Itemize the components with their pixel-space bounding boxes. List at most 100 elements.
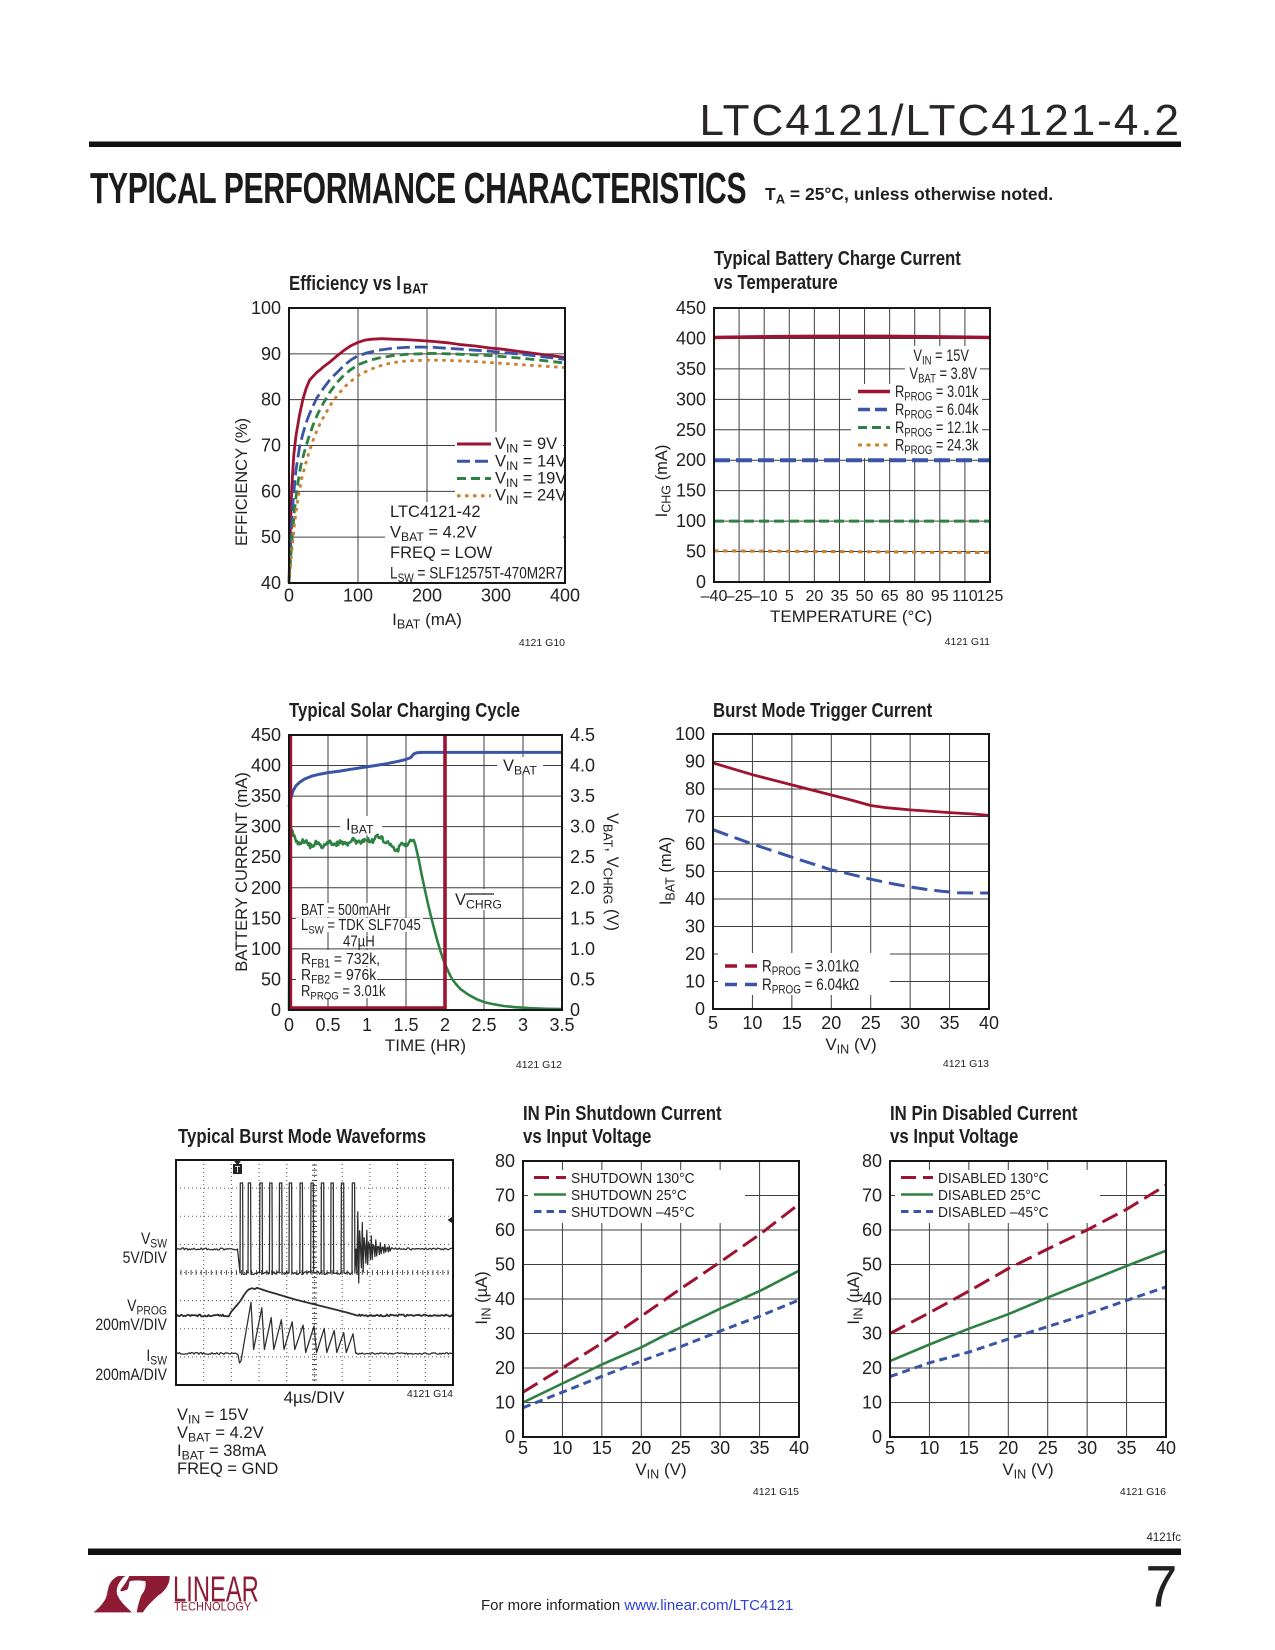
svg-text:VBAT = 4.2V: VBAT = 4.2V <box>177 1424 264 1445</box>
svg-text:7: 7 <box>1145 1555 1177 1620</box>
svg-text:70: 70 <box>685 807 705 827</box>
svg-text:100: 100 <box>675 724 705 744</box>
svg-text:70: 70 <box>862 1186 882 1206</box>
svg-text:450: 450 <box>251 725 281 745</box>
svg-text:35: 35 <box>750 1438 770 1458</box>
svg-text:4.0: 4.0 <box>570 756 595 776</box>
svg-text:5: 5 <box>518 1438 528 1458</box>
svg-text:100: 100 <box>676 511 706 531</box>
svg-text:25: 25 <box>861 1013 881 1033</box>
svg-text:50: 50 <box>685 862 705 882</box>
svg-text:VIN = 15V: VIN = 15V <box>177 1406 248 1427</box>
svg-text:VIN (V): VIN (V) <box>825 1035 876 1057</box>
svg-text:EFFICIENCY (%): EFFICIENCY (%) <box>233 418 251 546</box>
svg-text:3.5: 3.5 <box>570 786 595 806</box>
svg-text:IN Pin Shutdown Current: IN Pin Shutdown Current <box>523 1102 722 1125</box>
svg-text:VBAT, VCHRG (V): VBAT, VCHRG (V) <box>601 813 622 931</box>
svg-text:1.0: 1.0 <box>570 939 595 959</box>
svg-text:125: 125 <box>977 588 1004 605</box>
svg-text:15: 15 <box>592 1438 612 1458</box>
svg-text:20: 20 <box>998 1438 1018 1458</box>
svg-text:2.5: 2.5 <box>570 847 595 867</box>
svg-text:TIME (HR): TIME (HR) <box>385 1036 466 1055</box>
svg-text:0: 0 <box>284 586 294 606</box>
svg-text:35: 35 <box>940 1013 960 1033</box>
svg-text:80: 80 <box>261 390 281 410</box>
svg-text:400: 400 <box>676 328 706 348</box>
svg-text:200mV/DIV: 200mV/DIV <box>95 1316 167 1334</box>
svg-text:40: 40 <box>862 1289 882 1309</box>
svg-text:LTC4121/LTC4121-4.2: LTC4121/LTC4121-4.2 <box>699 96 1181 145</box>
svg-text:40: 40 <box>495 1289 515 1309</box>
svg-text:DISABLED 25°C: DISABLED 25°C <box>938 1188 1041 1205</box>
svg-text:Efficiency vs I: Efficiency vs I <box>289 272 401 295</box>
svg-text:2: 2 <box>440 1015 450 1035</box>
svg-text:0: 0 <box>284 1015 294 1035</box>
svg-text:10: 10 <box>495 1393 515 1413</box>
svg-text:65: 65 <box>881 588 899 605</box>
svg-text:30: 30 <box>900 1013 920 1033</box>
svg-text:RPROG = 6.04kΩ: RPROG = 6.04kΩ <box>762 976 859 997</box>
svg-text:5: 5 <box>785 588 794 605</box>
svg-text:RFB1 = 732k,: RFB1 = 732k, <box>301 951 380 970</box>
svg-text:90: 90 <box>261 344 281 364</box>
svg-text:4121 G12: 4121 G12 <box>516 1059 562 1071</box>
svg-text:300: 300 <box>481 586 511 606</box>
svg-text:RPROG = 3.01kΩ: RPROG = 3.01kΩ <box>762 957 859 978</box>
svg-text:80: 80 <box>495 1151 515 1171</box>
svg-text:35: 35 <box>831 588 849 605</box>
svg-text:RPROG = 24.3k: RPROG = 24.3k <box>895 437 979 457</box>
svg-text:40: 40 <box>685 889 705 909</box>
svg-text:IIN (µA): IIN (µA) <box>845 1271 866 1324</box>
svg-text:5: 5 <box>885 1438 895 1458</box>
svg-text:2.5: 2.5 <box>471 1015 496 1035</box>
svg-text:For more information www.linea: For more information www.linear.com/LTC4… <box>481 1597 793 1614</box>
svg-text:90: 90 <box>685 752 705 772</box>
svg-text:0: 0 <box>696 572 706 592</box>
svg-text:70: 70 <box>261 436 281 456</box>
svg-text:BATTERY CURRENT (mA): BATTERY CURRENT (mA) <box>233 772 251 972</box>
svg-text:IIN (µA): IIN (µA) <box>473 1271 494 1324</box>
svg-text:LTC4121-42: LTC4121-42 <box>390 503 481 521</box>
svg-text:50: 50 <box>261 527 281 547</box>
svg-text:4121 G10: 4121 G10 <box>519 637 565 649</box>
svg-text:–40: –40 <box>701 588 728 605</box>
svg-text:400: 400 <box>550 586 580 606</box>
svg-text:1.5: 1.5 <box>570 908 595 928</box>
svg-text:TYPICAL PERFORMANCE CHARACTERI: TYPICAL PERFORMANCE CHARACTERISTICS <box>90 163 746 212</box>
svg-text:50: 50 <box>261 969 281 989</box>
svg-text:TEMPERATURE (°C): TEMPERATURE (°C) <box>770 607 932 626</box>
svg-text:40: 40 <box>261 573 281 593</box>
svg-text:IN Pin Disabled Current: IN Pin Disabled Current <box>890 1102 1077 1125</box>
svg-text:20: 20 <box>631 1438 651 1458</box>
svg-text:Typical Solar Charging Cycle: Typical Solar Charging Cycle <box>289 699 520 722</box>
svg-text:Burst Mode Trigger Current: Burst Mode Trigger Current <box>713 699 932 722</box>
svg-text:25: 25 <box>671 1438 691 1458</box>
svg-text:VIN (V): VIN (V) <box>1002 1460 1053 1482</box>
svg-text:vs Input Voltage: vs Input Voltage <box>523 1125 651 1148</box>
svg-text:20: 20 <box>495 1358 515 1378</box>
svg-text:Typical Burst Mode Waveforms: Typical Burst Mode Waveforms <box>178 1125 426 1148</box>
svg-text:150: 150 <box>251 908 281 928</box>
svg-text:250: 250 <box>251 847 281 867</box>
svg-text:10: 10 <box>919 1438 939 1458</box>
svg-text:T: T <box>235 1165 241 1175</box>
svg-text:5V/DIV: 5V/DIV <box>123 1249 168 1267</box>
svg-text:0: 0 <box>505 1427 515 1447</box>
svg-text:300: 300 <box>251 817 281 837</box>
svg-text:FREQ = LOW: FREQ = LOW <box>390 544 493 562</box>
svg-text:40: 40 <box>1156 1438 1176 1458</box>
svg-text:350: 350 <box>251 786 281 806</box>
svg-text:VBAT = 4.2V: VBAT = 4.2V <box>390 524 477 545</box>
svg-text:RFB2 = 976k: RFB2 = 976k <box>301 967 377 986</box>
svg-text:SHUTDOWN 130°C: SHUTDOWN 130°C <box>571 1171 695 1188</box>
svg-text:VIN (V): VIN (V) <box>635 1460 686 1482</box>
svg-text:3.0: 3.0 <box>570 817 595 837</box>
svg-text:4121 G13: 4121 G13 <box>943 1058 989 1070</box>
svg-text:5: 5 <box>708 1013 718 1033</box>
svg-text:ISW: ISW <box>146 1347 167 1368</box>
svg-text:VCHRG: VCHRG <box>455 891 502 912</box>
svg-text:400: 400 <box>251 756 281 776</box>
svg-text:VPROG: VPROG <box>127 1297 167 1318</box>
svg-text:VIN = 19V: VIN = 19V <box>495 470 566 491</box>
